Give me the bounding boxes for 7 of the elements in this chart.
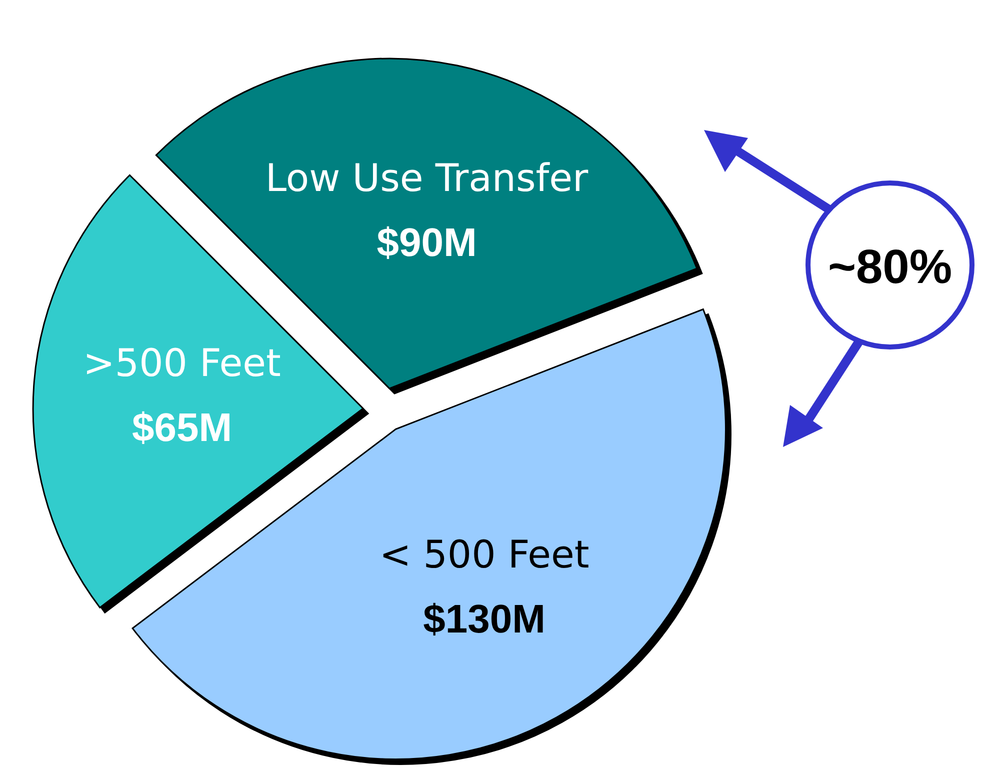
data-label: $90M — [376, 220, 477, 265]
slice-label: < 500 Feet — [379, 532, 590, 577]
slice-label: Low Use Transfer — [265, 156, 589, 200]
text: ~80% — [828, 241, 952, 294]
data-label: $65M — [132, 406, 232, 450]
slice-label: >500 Feet — [83, 340, 281, 385]
data-label: $130M — [423, 598, 546, 642]
